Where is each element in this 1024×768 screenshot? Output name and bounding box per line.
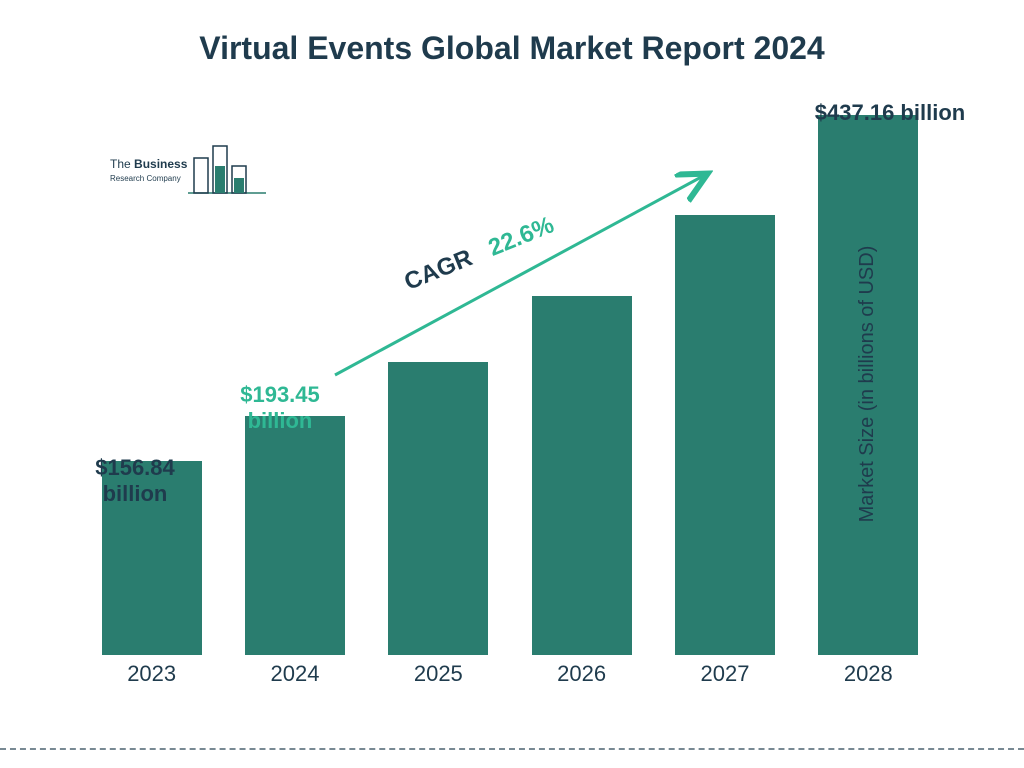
x-axis-label: 2027 — [658, 661, 791, 687]
bar-slot: 2026 — [515, 296, 648, 655]
bar-slot: 2027 — [658, 215, 791, 655]
bar — [245, 416, 345, 655]
chart-title: Virtual Events Global Market Report 2024 — [0, 30, 1024, 67]
footer-divider — [0, 748, 1024, 750]
bar — [675, 215, 775, 655]
bar — [532, 296, 632, 655]
bar-slot: 2025 — [372, 362, 505, 655]
x-axis-label: 2025 — [372, 661, 505, 687]
x-axis-label: 2026 — [515, 661, 648, 687]
value-label: $437.16 billion — [790, 100, 990, 126]
x-axis-label: 2024 — [228, 661, 361, 687]
value-label: $193.45billion — [210, 382, 350, 435]
x-axis-label: 2028 — [802, 661, 935, 687]
value-label: $156.84billion — [65, 455, 205, 508]
bar — [388, 362, 488, 655]
x-axis-label: 2023 — [85, 661, 218, 687]
y-axis-label: Market Size (in billions of USD) — [856, 246, 879, 523]
bar-slot: 2024 — [228, 416, 361, 655]
